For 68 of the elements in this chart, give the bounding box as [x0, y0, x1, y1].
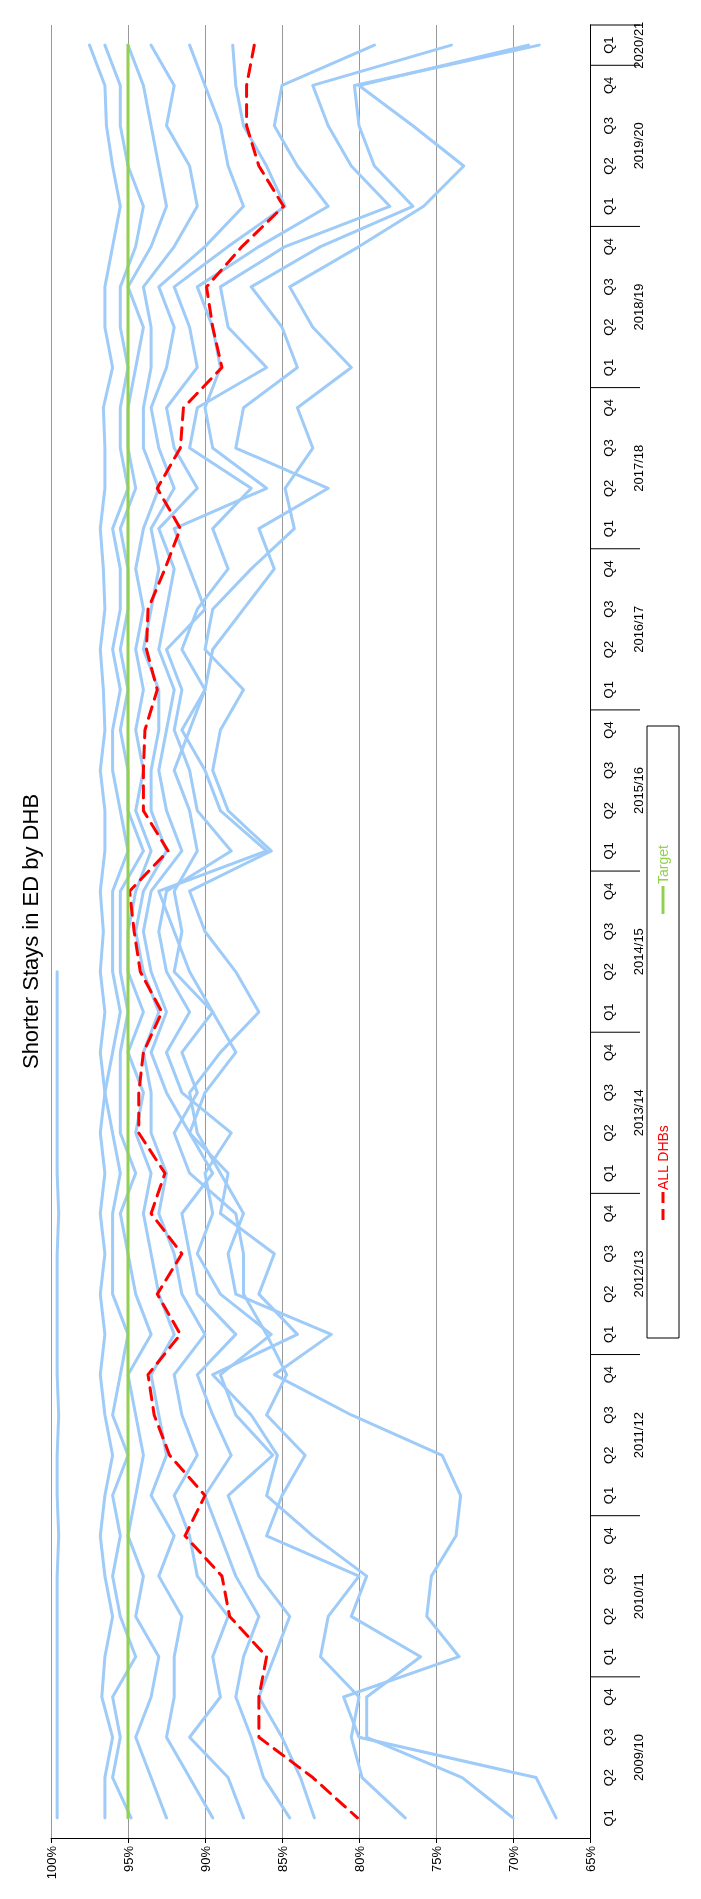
text: 2014/15	[630, 928, 646, 976]
y-tick-label: Q4	[601, 1366, 616, 1384]
y-tick-label: Q2	[601, 1768, 616, 1787]
y-tick-label: Q4	[601, 1688, 616, 1706]
text: 2019/20	[630, 122, 646, 170]
x-tick-label: 65%	[582, 1845, 598, 1873]
y-tick-label: Q2	[601, 1124, 616, 1142]
text: Target	[655, 844, 671, 884]
y-tick-label: Q1	[601, 1648, 616, 1666]
y-tick-label: Q1	[601, 358, 616, 377]
y-tick-label: Q1	[601, 1164, 616, 1182]
y-tick-label: Q4	[601, 237, 616, 256]
text: 2013/14	[630, 1089, 646, 1137]
y-tick-label: Q2	[601, 801, 616, 820]
text: 2017/18	[630, 444, 646, 492]
x-tick-label: 75%	[428, 1845, 444, 1873]
text: 2015/16	[630, 766, 646, 814]
text: ALL DHBs	[655, 1125, 671, 1190]
y-tick-label: Q1	[601, 842, 616, 860]
y-tick-label: Q4	[601, 1043, 616, 1062]
y-tick-label: Q2	[601, 1446, 616, 1464]
y-tick-label: Q2	[601, 963, 616, 981]
y-tick-label: Q4	[601, 399, 616, 417]
x-tick-label: 90%	[197, 1845, 213, 1873]
text: 2011/12	[630, 1412, 646, 1459]
text: 2016/17	[630, 605, 646, 653]
text: 2020/21	[630, 21, 646, 69]
y-tick-label: Q1	[601, 1003, 616, 1021]
y-tick-label: Q3	[601, 1728, 616, 1746]
text: 2009/10	[630, 1733, 646, 1781]
x-tick-label: 100%	[43, 1845, 59, 1880]
y-tick-label: Q4	[601, 1527, 616, 1545]
text: 2012/13	[630, 1250, 646, 1298]
y-tick-label: Q1	[601, 1486, 616, 1505]
y-tick-label: Q3	[601, 117, 616, 135]
x-tick-label: 80%	[351, 1845, 367, 1873]
y-tick-label: Q2	[601, 640, 616, 659]
y-tick-label: Q3	[601, 278, 616, 296]
y-tick-label: Q3	[601, 600, 616, 618]
y-tick-label: Q4	[601, 560, 616, 578]
text: 2010/11	[630, 1573, 646, 1620]
x-tick-label: 95%	[120, 1845, 136, 1873]
y-tick-label: Q3	[601, 439, 616, 457]
y-tick-label: Q3	[601, 1567, 616, 1585]
y-tick-label: Q3	[601, 1245, 616, 1263]
y-tick-label: Q1	[601, 1809, 616, 1827]
x-tick-label: 85%	[274, 1845, 290, 1873]
text: Shorter Stays in ED by DHB	[17, 793, 43, 1070]
y-tick-label: Q4	[601, 882, 616, 900]
y-tick-label: Q2	[601, 479, 616, 497]
y-tick-label: Q4	[601, 1204, 616, 1223]
y-tick-label: Q1	[601, 36, 616, 54]
y-tick-label: Q2	[601, 318, 616, 336]
y-tick-label: Q4	[601, 721, 616, 739]
y-tick-label: Q2	[601, 1607, 616, 1626]
y-tick-label: Q3	[601, 1083, 616, 1102]
y-tick-label: Q3	[601, 1406, 616, 1424]
y-tick-label: Q4	[601, 76, 616, 95]
y-tick-label: Q2	[601, 1285, 616, 1303]
y-tick-label: Q2	[601, 157, 616, 175]
y-tick-label: Q3	[601, 922, 616, 941]
y-tick-label: Q1	[601, 519, 616, 538]
y-tick-label: Q1	[601, 1325, 616, 1344]
y-tick-label: Q1	[601, 197, 616, 215]
y-tick-label: Q1	[601, 681, 616, 699]
text: 2018/19	[630, 283, 646, 331]
y-tick-label: Q3	[601, 761, 616, 780]
x-tick-label: 70%	[505, 1845, 521, 1873]
